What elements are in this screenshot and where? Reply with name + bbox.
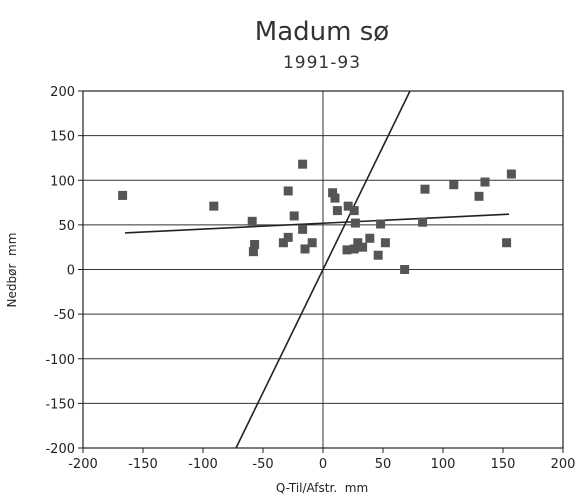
regression-lines bbox=[124, 90, 510, 449]
data-point-25 bbox=[376, 219, 386, 229]
data-point-33 bbox=[502, 238, 512, 248]
data-point-34 bbox=[506, 169, 516, 179]
data-point-12 bbox=[307, 238, 317, 248]
x-tick-label-7: 150 bbox=[491, 457, 516, 472]
fit-line-1 bbox=[235, 90, 411, 449]
y-tick-label-1: -150 bbox=[45, 397, 75, 412]
x-tick-label-0: -200 bbox=[68, 457, 98, 472]
y-tick-label-8: 200 bbox=[50, 85, 75, 100]
data-point-4 bbox=[248, 247, 258, 257]
data-point-8 bbox=[289, 211, 299, 221]
data-point-14 bbox=[330, 193, 340, 203]
y-tick-label-2: -100 bbox=[45, 353, 75, 368]
x-tick-label-1: -150 bbox=[128, 457, 158, 472]
y-tick-label-5: 50 bbox=[58, 219, 75, 234]
data-point-19 bbox=[349, 244, 359, 254]
data-points bbox=[118, 159, 516, 274]
data-point-20 bbox=[350, 218, 360, 228]
fit-line-0 bbox=[124, 213, 510, 234]
data-point-31 bbox=[474, 191, 484, 201]
data-point-13 bbox=[328, 188, 338, 198]
data-point-0 bbox=[118, 190, 128, 200]
y-tick-label-0: -200 bbox=[45, 442, 75, 457]
data-point-32 bbox=[480, 177, 490, 187]
x-axis-label: Q-Til/Afstr. mm bbox=[276, 481, 368, 495]
data-point-5 bbox=[278, 238, 288, 248]
data-point-15 bbox=[332, 206, 342, 216]
data-point-24 bbox=[373, 250, 383, 260]
y-tick-label-7: 150 bbox=[50, 130, 75, 145]
data-point-2 bbox=[247, 216, 257, 226]
y-axis-label: Nedbør mm bbox=[5, 233, 19, 308]
x-tick-label-2: -100 bbox=[188, 457, 218, 472]
chart-subtitle: 1991-93 bbox=[283, 53, 361, 73]
data-point-6 bbox=[283, 186, 293, 196]
data-point-21 bbox=[353, 238, 363, 248]
y-tick-label-3: -50 bbox=[54, 308, 75, 323]
data-point-16 bbox=[342, 245, 352, 255]
x-tick-label-3: -50 bbox=[252, 457, 273, 472]
data-point-17 bbox=[343, 201, 353, 211]
x-tick-label-6: 100 bbox=[431, 457, 456, 472]
data-point-3 bbox=[250, 240, 260, 250]
data-point-9 bbox=[298, 159, 308, 169]
data-point-18 bbox=[349, 206, 359, 216]
data-point-28 bbox=[418, 217, 428, 227]
x-tick-label-5: 50 bbox=[375, 457, 392, 472]
data-point-11 bbox=[300, 244, 310, 254]
x-tick-label-4: 0 bbox=[319, 457, 327, 472]
data-point-10 bbox=[298, 224, 308, 234]
data-point-23 bbox=[365, 233, 375, 243]
x-tick-label-8: 200 bbox=[551, 457, 576, 472]
chart-title: Madum sø bbox=[255, 17, 389, 47]
grid bbox=[83, 91, 563, 448]
data-point-22 bbox=[358, 242, 368, 252]
data-point-27 bbox=[400, 265, 410, 274]
axis-ticks: -200 -150 -100 -50 0 50 100 150 200 -200 -150 -100 -… bbox=[45, 85, 575, 472]
data-point-29 bbox=[420, 184, 430, 194]
data-point-26 bbox=[380, 238, 390, 248]
data-point-1 bbox=[209, 201, 219, 211]
data-point-30 bbox=[449, 180, 459, 190]
data-point-7 bbox=[283, 232, 293, 242]
y-tick-label-6: 100 bbox=[50, 174, 75, 189]
y-tick-label-4: 0 bbox=[67, 264, 75, 279]
